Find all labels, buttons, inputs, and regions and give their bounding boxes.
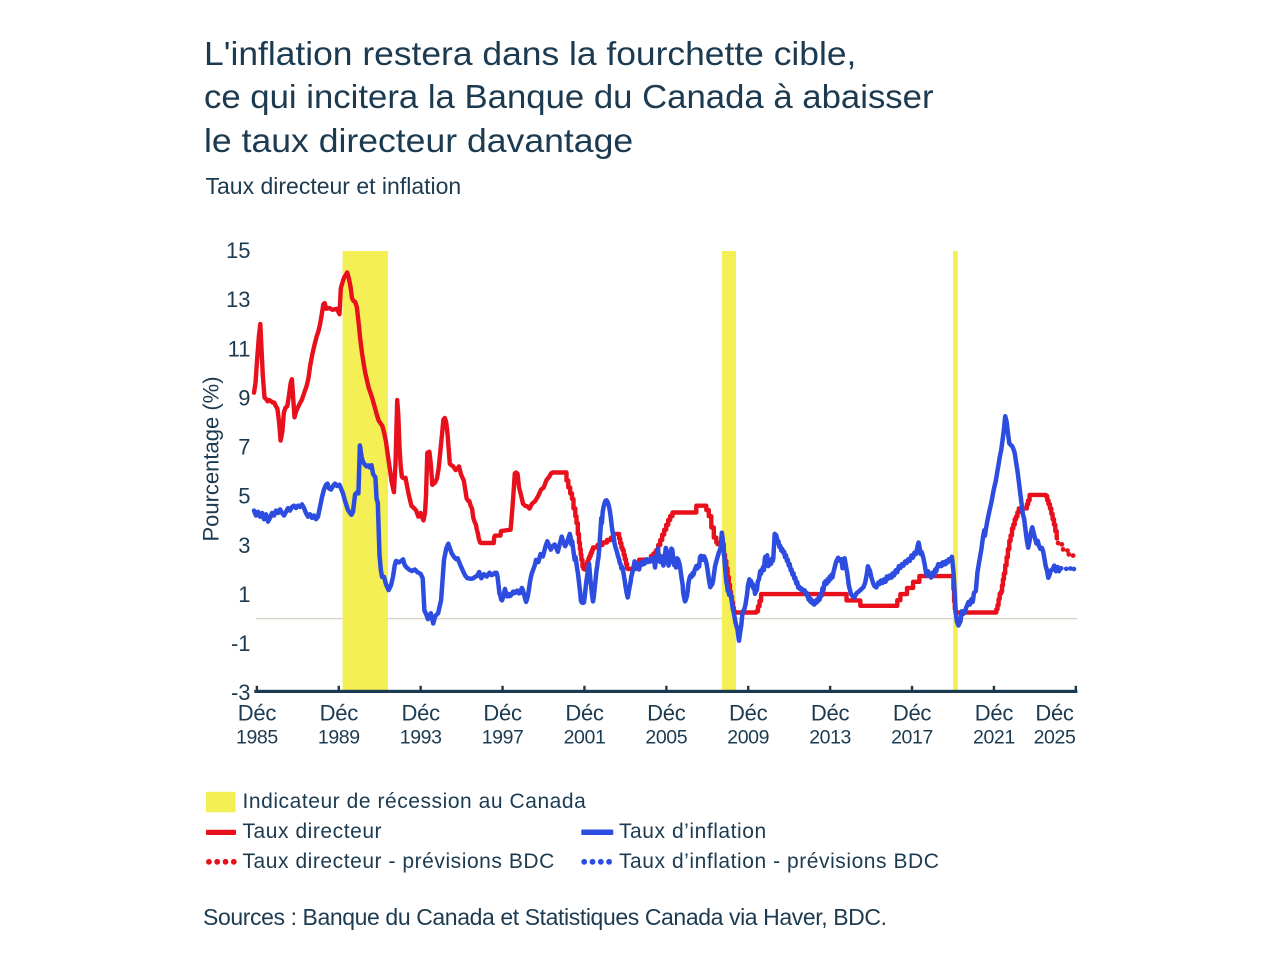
- svg-text:9: 9: [238, 385, 250, 410]
- svg-text:2009: 2009: [727, 727, 769, 749]
- svg-text:Pourcentage (%): Pourcentage (%): [199, 376, 224, 541]
- svg-text:Déc: Déc: [647, 701, 686, 726]
- svg-text:2021: 2021: [973, 727, 1015, 749]
- svg-text:2017: 2017: [891, 727, 933, 749]
- svg-text:-1: -1: [231, 631, 251, 656]
- svg-text:Déc: Déc: [320, 701, 359, 726]
- svg-text:2001: 2001: [564, 727, 606, 749]
- svg-text:2025: 2025: [1034, 727, 1076, 749]
- svg-text:1993: 1993: [400, 727, 442, 749]
- svg-text:Déc: Déc: [1035, 701, 1074, 726]
- svg-text:3: 3: [238, 533, 250, 558]
- svg-text:Déc: Déc: [402, 701, 441, 726]
- svg-text:Déc: Déc: [565, 701, 604, 726]
- svg-text:2013: 2013: [809, 727, 851, 749]
- svg-text:2005: 2005: [645, 727, 687, 749]
- svg-text:5: 5: [238, 484, 250, 509]
- svg-text:15: 15: [226, 238, 250, 263]
- svg-text:Déc: Déc: [483, 701, 522, 726]
- svg-text:-3: -3: [231, 680, 251, 705]
- svg-text:1985: 1985: [236, 727, 278, 749]
- svg-text:1997: 1997: [482, 727, 524, 749]
- svg-text:Déc: Déc: [811, 701, 850, 726]
- svg-text:11: 11: [228, 336, 251, 361]
- svg-text:1: 1: [238, 582, 250, 607]
- svg-text:Déc: Déc: [729, 701, 768, 726]
- svg-text:Déc: Déc: [975, 701, 1014, 726]
- svg-text:1989: 1989: [318, 727, 360, 749]
- svg-text:7: 7: [238, 435, 250, 460]
- svg-text:13: 13: [226, 287, 250, 312]
- svg-text:Déc: Déc: [238, 701, 277, 726]
- svg-text:Déc: Déc: [893, 701, 932, 726]
